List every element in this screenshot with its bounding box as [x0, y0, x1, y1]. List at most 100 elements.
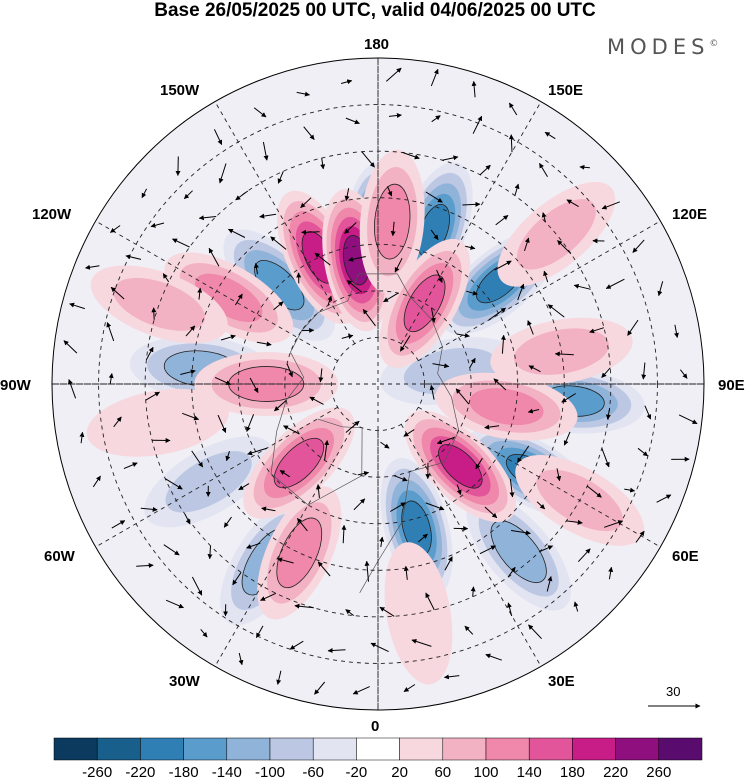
colorbar-tick-label: 140: [516, 764, 542, 781]
wind-arrow: [511, 530, 531, 536]
colorbar-swatch: [226, 737, 271, 761]
wind-arrow: [573, 601, 579, 612]
lon-label-60w: 60W: [44, 548, 75, 565]
wind-arrow: [110, 286, 125, 300]
wind-arrow: [208, 247, 220, 267]
lon-label-90w: 90W: [0, 377, 31, 394]
wind-arrow: [370, 642, 389, 653]
graticule: [52, 58, 704, 710]
wind-arrow: [601, 448, 610, 468]
wind-arrow: [345, 609, 355, 616]
wind-arrow: [442, 155, 459, 161]
wind-arrow: [425, 502, 445, 511]
wind-arrow: [274, 399, 287, 412]
wind-arrow: [125, 254, 142, 260]
wind-arrow: [352, 686, 370, 695]
anomaly-center: [404, 410, 517, 523]
wind-arrow: [317, 561, 331, 577]
wind-arrow: [517, 283, 525, 301]
wind-arrow: [431, 115, 441, 123]
coastlines: [270, 273, 460, 593]
wind-arrow: [479, 164, 491, 176]
wind-arrow: [246, 542, 261, 549]
wind-arrow: [484, 424, 500, 430]
anomaly-field: [86, 149, 645, 685]
wind-arrow: [488, 307, 507, 321]
wind-arrow: [527, 320, 534, 335]
wind-arrow: [346, 279, 363, 293]
colorbar-swatch: [615, 737, 660, 761]
wind-arrow: [207, 545, 213, 560]
wind-arrow: [218, 163, 227, 184]
wind-arrow: [238, 652, 244, 666]
brand-mark: ©: [709, 39, 719, 49]
wind-arrow: [561, 393, 576, 403]
colorbar-tick-label: -60: [302, 764, 325, 781]
wind-arrow: [364, 560, 370, 582]
colorbar-swatch: [269, 737, 314, 761]
wind-arrow: [301, 229, 320, 235]
wind-arrow: [455, 388, 470, 405]
wind-arrow: [182, 412, 200, 421]
wind-arrow: [579, 164, 590, 170]
wind-arrow: [85, 264, 100, 270]
wind-arrow: [539, 545, 554, 552]
meridian: [400, 101, 542, 344]
colorbar-tick-label: -180: [168, 764, 199, 781]
wind-arrow: [296, 91, 310, 97]
wind-arrow: [198, 215, 217, 221]
anomaly-center: [257, 486, 342, 620]
wind-arrow: [303, 126, 315, 140]
wind-arrow: [573, 283, 591, 290]
colorbar-tick-label: 100: [473, 764, 499, 781]
wind-arrow: [318, 368, 324, 383]
wind-arrow: [507, 602, 513, 617]
wind-arrow: [261, 506, 276, 512]
wind-arrow: [541, 212, 547, 223]
wind-arrow: [387, 186, 393, 197]
wind-arrow: [123, 462, 138, 470]
wind-arrow: [432, 363, 450, 369]
wind-arrow: [379, 536, 385, 548]
wind-arrow: [286, 363, 293, 378]
wind-arrow: [385, 67, 402, 82]
wind-arrow: [493, 378, 507, 391]
colorbar-swatch: [572, 737, 616, 761]
wind-arrow: [283, 425, 300, 435]
wind-arrow: [635, 530, 645, 543]
wind-arrow: [394, 475, 408, 482]
wind-arrow: [345, 420, 360, 433]
wind-arrow: [111, 520, 126, 529]
wind-arrow: [627, 319, 639, 336]
wind-arrow: [586, 485, 602, 498]
wind-arrow: [150, 222, 165, 228]
wind-arrow: [140, 506, 158, 512]
colorbar-swatch: [312, 737, 357, 761]
wind-arrow: [466, 290, 478, 296]
wind-arrow: [320, 158, 326, 170]
wind-arrow: [79, 431, 85, 444]
wind-arrow: [456, 332, 470, 338]
anomaly-center: [379, 238, 471, 368]
wind-arrow: [403, 429, 415, 437]
wind-arrow: [141, 188, 148, 199]
wind-arrow: [566, 199, 579, 208]
wind-arrow: [200, 628, 208, 638]
anomaly-center: [466, 492, 572, 611]
wind-arrow: [544, 131, 556, 140]
colorbar-swatch: [183, 737, 228, 761]
wind-arrow: [444, 556, 453, 571]
wind-arrow: [309, 396, 324, 405]
colorbar-swatch: [356, 737, 400, 761]
wind-arrow: [277, 171, 284, 184]
wind-arrow: [289, 640, 304, 650]
wind-arrow: [341, 524, 347, 544]
wind-arrow: [327, 295, 333, 306]
wind-arrow: [403, 565, 409, 580]
wind-arrow: [113, 416, 122, 428]
wind-arrow: [577, 548, 591, 563]
wind-arrow: [556, 468, 562, 482]
colorbar-tick-label: -20: [345, 764, 368, 781]
meridian: [400, 424, 542, 667]
